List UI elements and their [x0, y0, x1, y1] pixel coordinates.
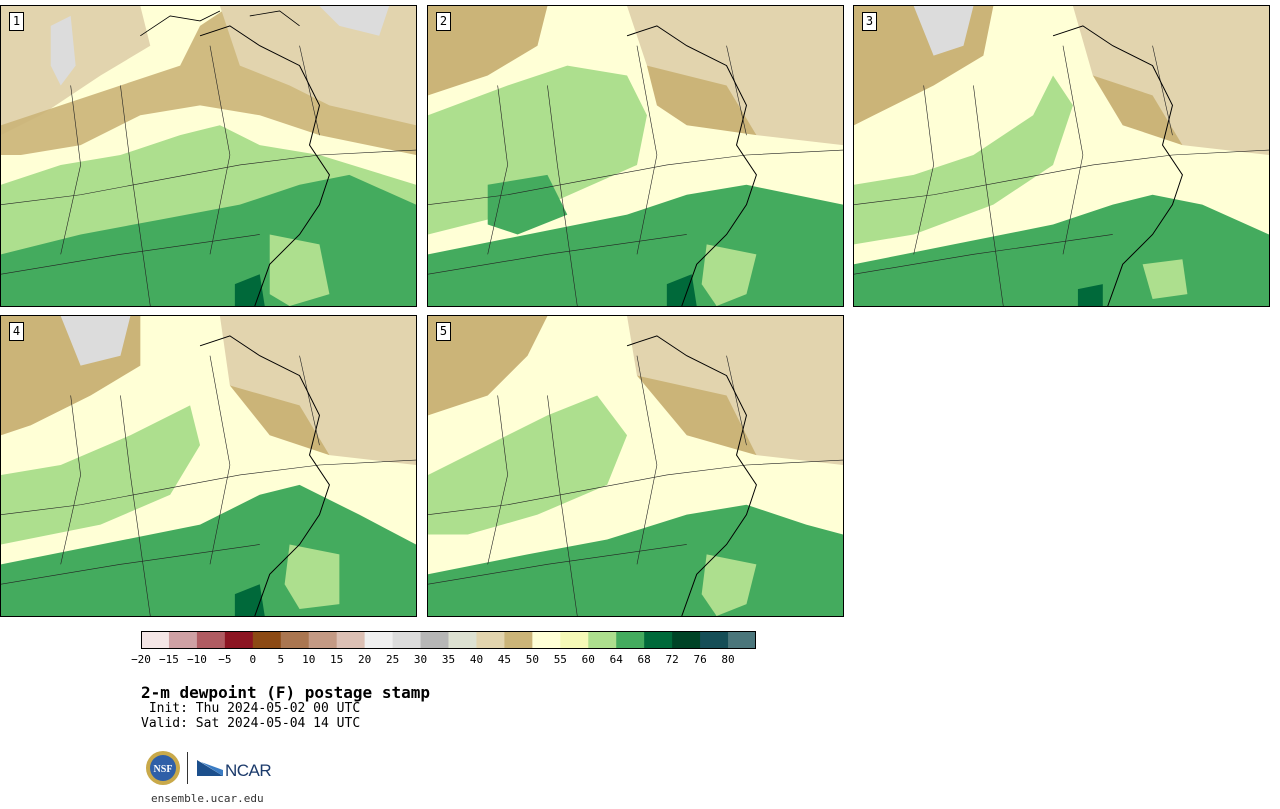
colorbar-swatch: [616, 631, 645, 649]
colorbar-tick-label: 72: [665, 653, 679, 666]
colorbar-tick-label: −15: [159, 653, 179, 666]
panel-number: 2: [436, 12, 451, 31]
colorbar-swatch: [728, 631, 756, 649]
colorbar-tick-label: 50: [525, 653, 539, 666]
colorbar-swatch: [141, 631, 170, 649]
dewpoint-map-5: [428, 316, 843, 616]
colorbar-swatches: [141, 631, 756, 649]
colorbar-tick-label: 20: [358, 653, 372, 666]
colorbar-swatch: [224, 631, 254, 649]
colorbar-tick-label: −10: [186, 653, 207, 666]
plot-title: 2-m dewpoint (F) postage stamp: [141, 683, 430, 702]
colorbar-tick-labels: −20 −15 −10 −5 0 5 10 15 20 25 30 35 40 45 50 55 60 64 68 7…: [131, 653, 756, 667]
colorbar-tick-label: 45: [497, 653, 512, 666]
colorbar: [141, 631, 756, 649]
logo-divider: [187, 752, 188, 784]
colorbar-tick-label: 40: [469, 653, 484, 666]
colorbar-swatch: [420, 631, 449, 649]
dewpoint-map-2: [428, 6, 843, 306]
colorbar-swatch: [196, 631, 226, 649]
colorbar-swatch: [448, 631, 477, 649]
map-panel-4: 4: [0, 315, 417, 617]
site-url: ensemble.ucar.edu: [151, 792, 264, 805]
colorbar-swatch: [252, 631, 282, 649]
colorbar-tick-label: 0: [249, 653, 257, 666]
colorbar-swatch: [336, 631, 366, 649]
valid-time: Valid: Sat 2024-05-04 14 UTC: [141, 716, 361, 731]
colorbar-tick-label: 80: [721, 653, 735, 666]
colorbar-tick-label: −5: [218, 653, 232, 666]
colorbar-tick-label: 64: [609, 653, 623, 666]
nsf-logo-icon: NSF: [146, 751, 180, 785]
colorbar-tick-label: 25: [385, 653, 400, 666]
colorbar-swatch: [364, 631, 394, 649]
colorbar-swatch: [560, 631, 589, 649]
dewpoint-map-3: [854, 6, 1269, 306]
colorbar-swatch: [168, 631, 198, 649]
dewpoint-map-4: [1, 316, 416, 616]
ncar-logo-text: NCAR: [225, 761, 272, 780]
colorbar-tick-label: 68: [637, 653, 651, 666]
map-panel-2: 2: [427, 5, 844, 307]
colorbar-tick-label: 55: [553, 653, 567, 666]
logos: NSF NCAR: [145, 750, 285, 790]
colorbar-swatch: [588, 631, 617, 649]
colorbar-swatch: [476, 631, 505, 649]
colorbar-swatch: [308, 631, 338, 649]
panel-number: 4: [9, 322, 24, 341]
panel-number: 1: [9, 12, 24, 31]
colorbar-tick-label: 30: [413, 653, 428, 666]
dewpoint-map-1: [1, 6, 416, 306]
colorbar-swatch: [644, 631, 673, 649]
panel-number: 3: [862, 12, 877, 31]
panel-number: 5: [436, 322, 451, 341]
colorbar-tick-label: 35: [441, 653, 456, 666]
colorbar-tick-label: 76: [693, 653, 707, 666]
colorbar-tick-label: 15: [330, 653, 344, 666]
colorbar-tick-label: −20: [131, 653, 151, 666]
colorbar-swatch: [280, 631, 310, 649]
colorbar-tick-label: 5: [277, 653, 285, 666]
nsf-logo-text: NSF: [154, 764, 173, 775]
colorbar-swatch: [700, 631, 729, 649]
map-panel-5: 5: [427, 315, 844, 617]
colorbar-swatch: [672, 631, 701, 649]
colorbar-swatch: [392, 631, 422, 649]
ncar-logo-icon: [197, 760, 223, 776]
colorbar-tick-label: 10: [302, 653, 316, 666]
colorbar-border: [141, 631, 756, 649]
colorbar-tick-label: 60: [581, 653, 595, 666]
map-panel-1: 1: [0, 5, 417, 307]
colorbar-swatch: [504, 631, 533, 649]
colorbar-swatch: [532, 631, 561, 649]
map-panel-3: 3: [853, 5, 1270, 307]
init-time: Init: Thu 2024-05-02 00 UTC: [141, 701, 361, 716]
